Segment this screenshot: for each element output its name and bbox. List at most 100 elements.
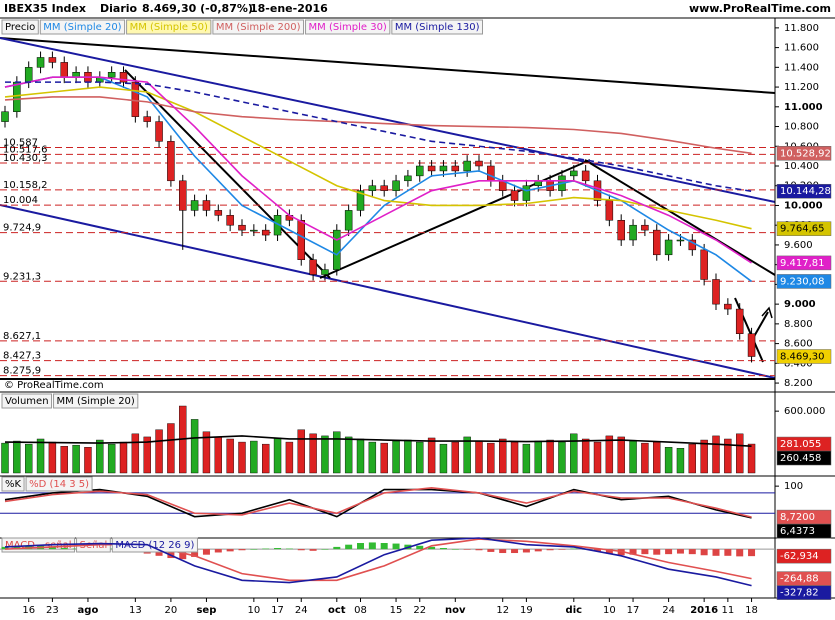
- bar: [250, 440, 258, 474]
- level-label: 8.427,3: [3, 351, 41, 362]
- value-label: 8,7200: [780, 512, 815, 523]
- candle-body: [13, 81, 21, 112]
- bar: [356, 438, 365, 474]
- candle-body: [214, 210, 223, 216]
- legend-entry: MM (Simple 50): [130, 22, 208, 33]
- bar: [581, 438, 590, 474]
- bar: [736, 433, 744, 474]
- bar: [345, 544, 353, 550]
- bar: [285, 548, 293, 550]
- bar: [368, 542, 376, 550]
- legend-box: [212, 19, 305, 35]
- symbol: IBEX35 Index: [4, 2, 86, 15]
- y-tick-label: 600.000: [784, 406, 825, 417]
- bar: [119, 441, 128, 474]
- bar: [439, 443, 448, 474]
- bar: [534, 440, 542, 474]
- legend-box: [111, 537, 198, 553]
- value-label: 9.764,65: [780, 224, 825, 235]
- bar: [688, 443, 696, 474]
- bar: [546, 549, 554, 551]
- bar: [262, 548, 270, 550]
- bar: [487, 442, 495, 474]
- candle-body: [653, 229, 661, 256]
- value-box: [776, 548, 832, 564]
- bar: [392, 440, 400, 474]
- candle-body: [261, 229, 270, 236]
- legend-box: [25, 476, 93, 492]
- bar: [380, 543, 388, 550]
- candle-body: [1, 111, 9, 122]
- candle-body: [392, 180, 400, 191]
- bar: [700, 549, 708, 556]
- level-label: 10.430,3: [3, 153, 48, 164]
- candle-body: [641, 224, 649, 231]
- bar: [238, 549, 246, 551]
- bar: [48, 441, 57, 474]
- bar: [226, 549, 234, 552]
- candle-body: [226, 215, 234, 226]
- legend-box: [126, 19, 212, 35]
- y-tick-label: 8.400: [784, 358, 813, 369]
- bar: [712, 435, 720, 474]
- bar: [96, 439, 104, 474]
- legend-entry: MM (Simple 130): [395, 22, 480, 33]
- value-box: [776, 255, 832, 271]
- y-tick-label: 11.600: [784, 43, 819, 54]
- x-tick-label: oct: [328, 605, 346, 616]
- legend-entry: Volumen: [5, 396, 49, 407]
- value-label: 260.458: [780, 453, 821, 464]
- value-label: 10.144,28: [780, 186, 831, 197]
- x-tick-label: 24: [295, 605, 308, 616]
- bar: [321, 549, 329, 550]
- bar: [712, 549, 720, 556]
- date: 18-ene-2016: [250, 2, 328, 15]
- bar: [475, 440, 483, 474]
- bar: [226, 438, 234, 474]
- bar: [700, 439, 708, 474]
- legend-box: [39, 19, 126, 35]
- candle-body: [700, 249, 708, 280]
- candle-body: [179, 180, 187, 211]
- x-tick-label: 10: [603, 605, 616, 616]
- bar: [238, 441, 246, 474]
- candle-body: [250, 229, 258, 232]
- legend-box: [305, 19, 391, 35]
- candle-body: [143, 116, 151, 122]
- bar: [214, 436, 223, 474]
- y-tick-label: 8.600: [784, 339, 813, 350]
- legend-box: [391, 19, 483, 35]
- bar: [534, 549, 542, 552]
- x-tick-label: sep: [196, 605, 216, 616]
- y-tick-label: 11.200: [784, 82, 819, 93]
- bar: [285, 441, 294, 474]
- bar: [36, 438, 45, 474]
- bar: [309, 549, 317, 551]
- bar: [617, 436, 625, 474]
- candle-body: [735, 308, 744, 334]
- bar: [297, 429, 305, 474]
- legend-entry: MM (Simple 20): [57, 396, 135, 407]
- bar: [641, 549, 649, 555]
- bar: [605, 549, 613, 554]
- value-label: -62,934: [780, 551, 819, 562]
- bar: [60, 548, 68, 550]
- level-label: 8.627,1: [3, 331, 41, 342]
- bar: [629, 549, 637, 555]
- bar: [25, 443, 33, 474]
- candle-body: [475, 160, 483, 167]
- bar: [676, 448, 685, 474]
- value-box: [776, 349, 832, 364]
- copyright: © ProRealTime.com: [4, 380, 104, 391]
- bar: [392, 543, 400, 550]
- level-label: 8.275,9: [3, 366, 41, 377]
- candle-body: [167, 141, 175, 182]
- quote: 8.469,30 (-0,87%): [142, 2, 253, 15]
- x-tick-label: 17: [271, 605, 284, 616]
- bar: [404, 439, 412, 474]
- bar: [451, 441, 459, 474]
- bar: [380, 442, 388, 474]
- bar: [511, 549, 519, 554]
- bar: [190, 419, 199, 474]
- y-tick-label: 11.800: [784, 23, 819, 34]
